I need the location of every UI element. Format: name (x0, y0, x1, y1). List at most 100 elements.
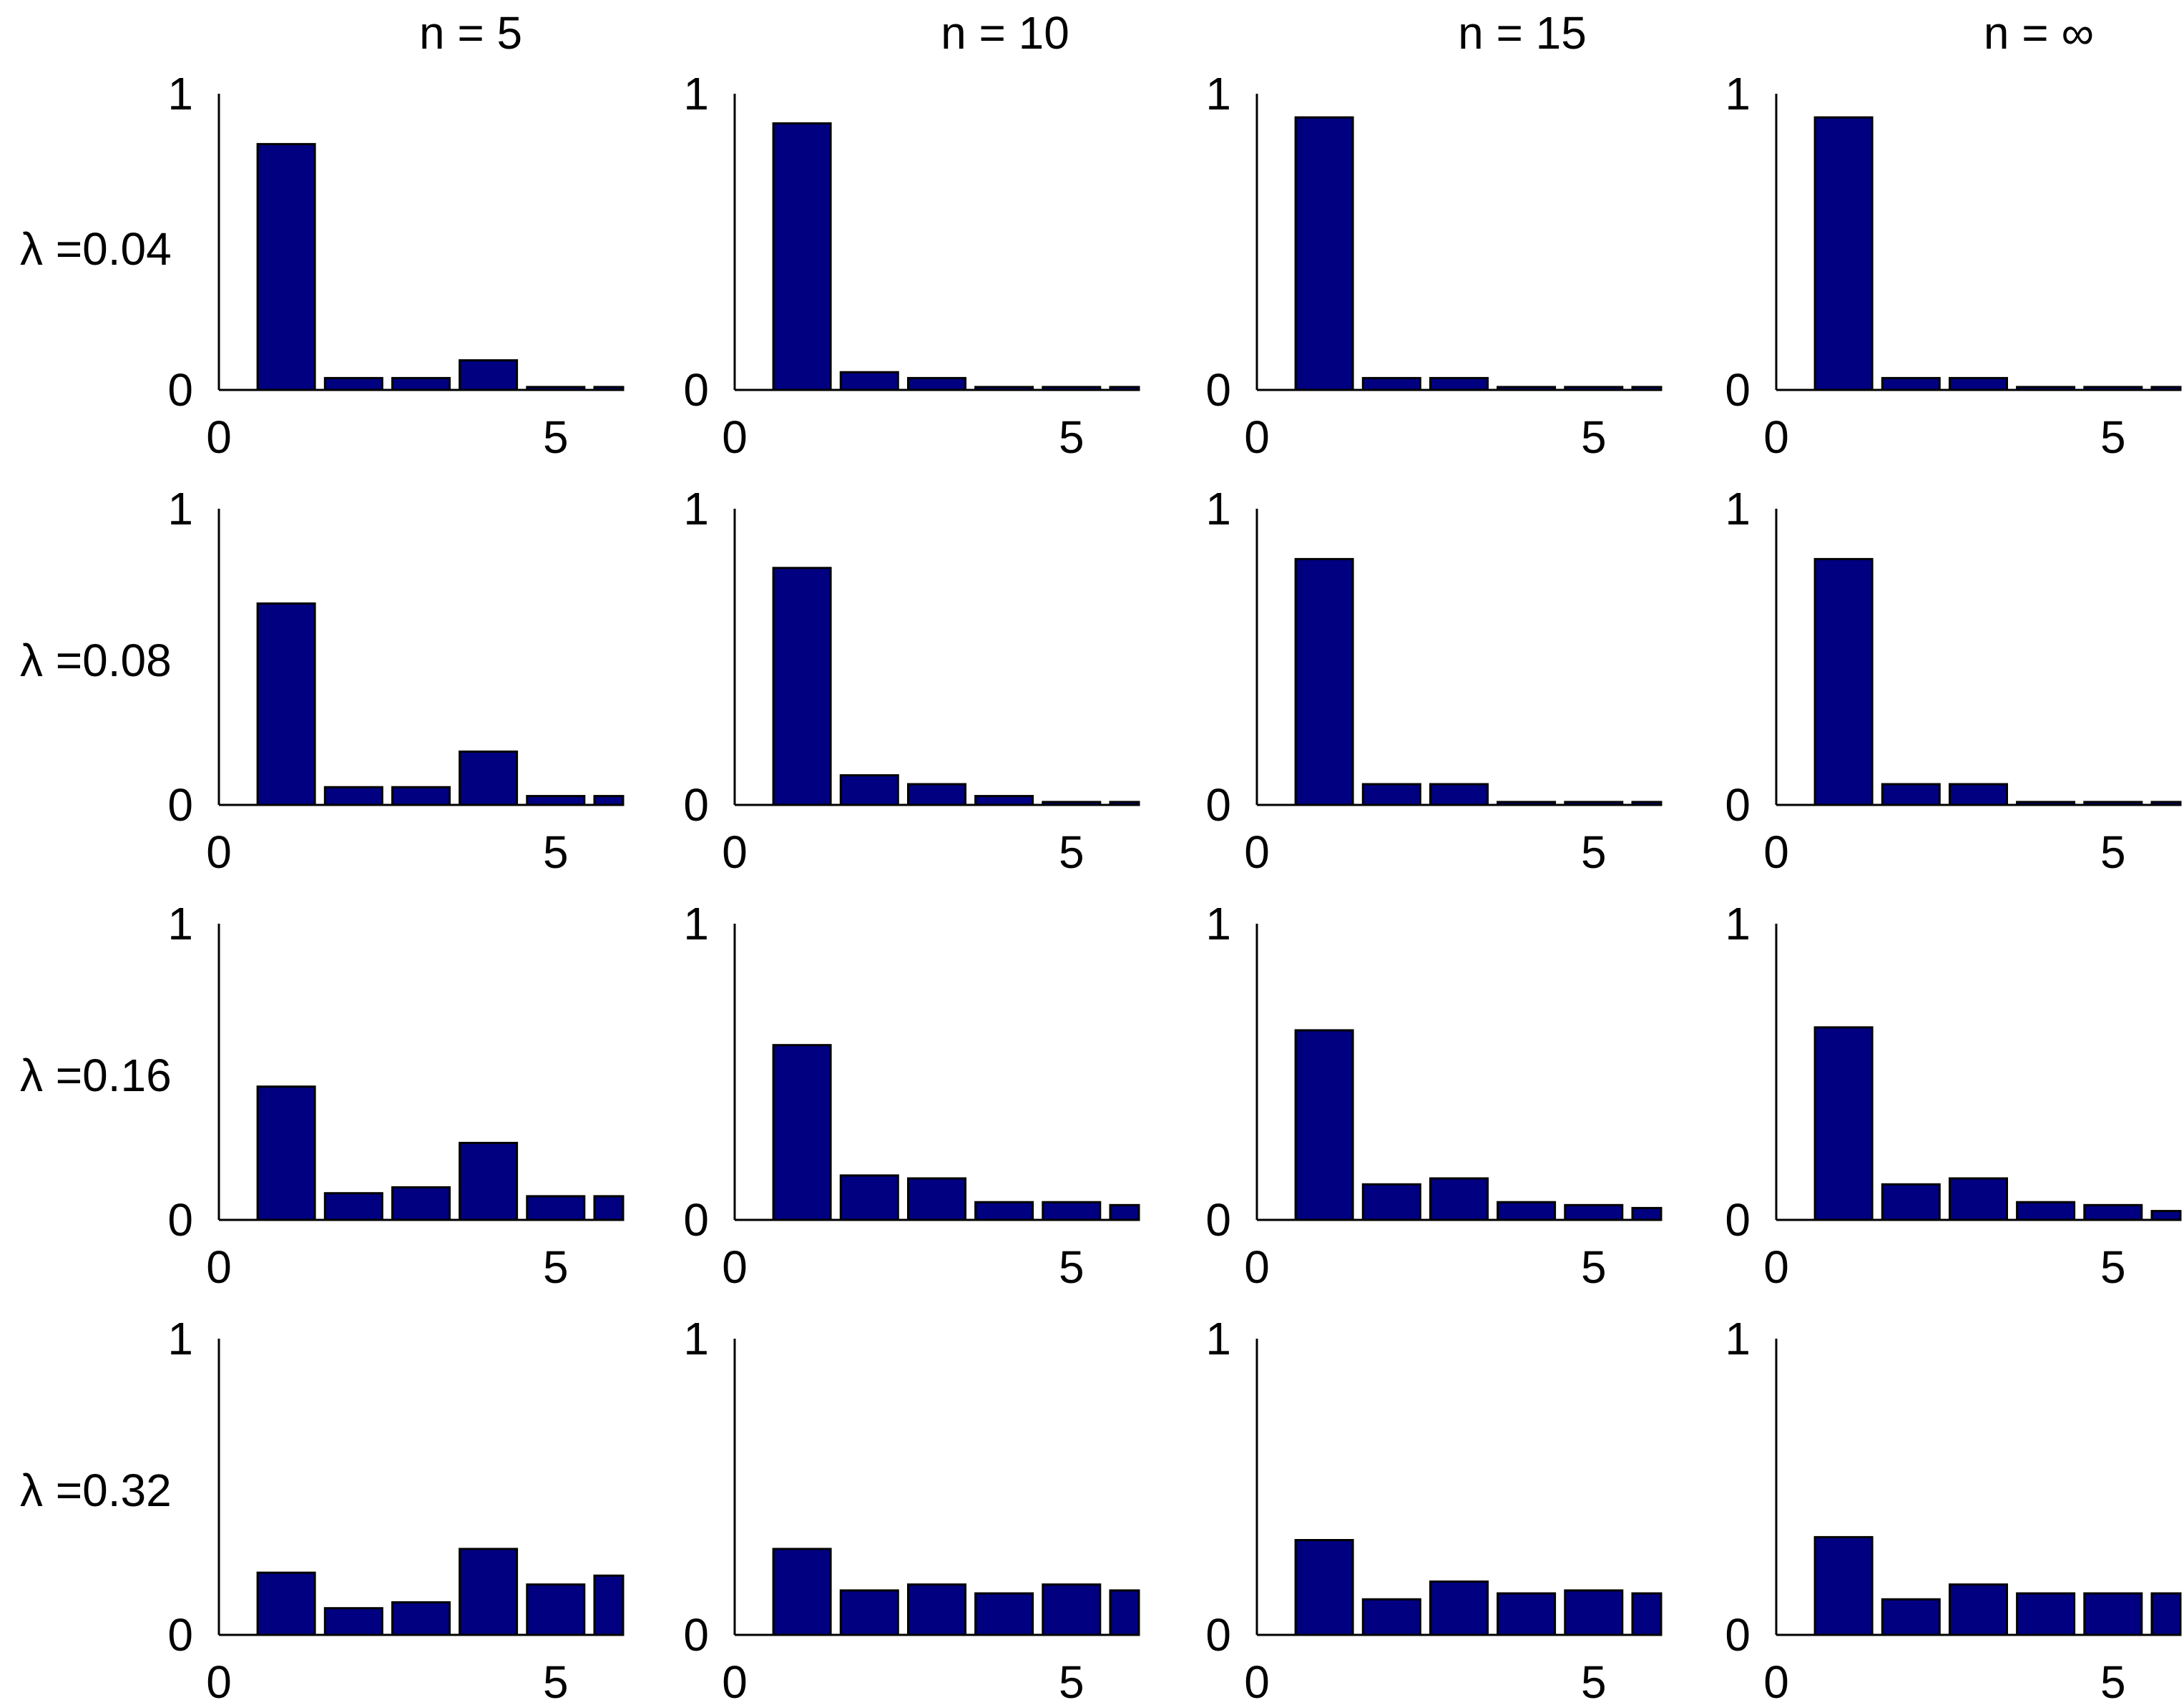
bar (256, 142, 316, 391)
bar (1949, 783, 2008, 806)
chart-panel: 0 1 0 5 (1205, 1313, 1663, 1705)
bar (907, 1583, 966, 1636)
bar (391, 1601, 451, 1636)
row-label-lambda-0-32: λ =0.32 (20, 1465, 172, 1516)
y-tick-label: 1 (167, 898, 193, 949)
bar (1813, 557, 1874, 806)
y-tick-label: 0 (1725, 779, 1750, 831)
y-tick-label: 1 (1725, 483, 1750, 534)
bar (1429, 783, 1489, 806)
y-tick-label: 1 (1205, 898, 1231, 949)
column-title-n15: n = 15 (1458, 7, 1587, 59)
x-tick-label: 0 (1244, 1656, 1270, 1705)
x-tick-label: 5 (2100, 1241, 2126, 1293)
bar (256, 1085, 316, 1221)
y-tick-label: 1 (1725, 1313, 1750, 1364)
bar (1631, 1206, 1663, 1221)
chart-panel: 0 1 0 5 (1725, 898, 2182, 1293)
bar (391, 376, 451, 391)
bar (2150, 1592, 2182, 1636)
bar (1361, 1183, 1421, 1221)
y-tick-label: 0 (167, 1609, 193, 1661)
chart-panel: 0 1 0 5 (1725, 68, 2182, 463)
bar (1564, 1203, 1624, 1221)
y-tick-label: 0 (683, 1194, 709, 1246)
x-tick-label: 0 (1244, 826, 1270, 878)
bar (1294, 557, 1354, 806)
bar (1497, 1201, 1557, 1221)
bar (839, 774, 899, 806)
y-tick-label: 0 (167, 364, 193, 416)
bar (1813, 1535, 1874, 1636)
x-tick-label: 0 (206, 411, 232, 463)
bar (974, 795, 1034, 806)
x-tick-label: 0 (206, 1656, 232, 1705)
chart-panel: 0 1 0 5 (1205, 68, 1663, 463)
x-tick-label: 5 (1059, 1656, 1084, 1705)
row-label-lambda-0-04: λ =0.04 (20, 223, 172, 275)
bar (1361, 376, 1421, 391)
bar (907, 376, 966, 391)
x-tick-label: 5 (2100, 826, 2126, 878)
y-tick-label: 0 (167, 779, 193, 831)
x-tick-label: 0 (1244, 411, 1270, 463)
x-tick-label: 5 (2100, 1656, 2126, 1705)
bar (1881, 1183, 1941, 1221)
x-tick-label: 5 (1059, 411, 1084, 463)
bar (1813, 116, 1874, 391)
bar (1881, 376, 1941, 391)
bar (593, 795, 625, 806)
bar (772, 122, 832, 391)
x-tick-label: 5 (1581, 1656, 1607, 1705)
column-titles: n = 5 n = 10 n = 15 n = ∞ (419, 7, 2094, 59)
bar (526, 795, 586, 806)
bar (1949, 1583, 2008, 1636)
column-title-n10: n = 10 (941, 7, 1069, 59)
y-tick-label: 1 (167, 483, 193, 534)
y-tick-label: 1 (1725, 68, 1750, 119)
bar (1294, 1029, 1354, 1221)
bar (1949, 1177, 2008, 1221)
bar (391, 786, 451, 806)
x-tick-label: 5 (2100, 411, 2126, 463)
row-label-lambda-0-16: λ =0.16 (20, 1050, 172, 1101)
chart-panel: 0 1 0 5 (683, 68, 1140, 463)
chart-panel: 0 1 0 5 (1205, 898, 1663, 1293)
x-tick-label: 0 (1763, 1241, 1789, 1293)
y-tick-label: 0 (683, 779, 709, 831)
bar (839, 1589, 899, 1636)
y-tick-label: 1 (1205, 483, 1231, 534)
bar (1429, 1581, 1489, 1636)
bar (839, 371, 899, 391)
bar (593, 1195, 625, 1221)
y-tick-label: 0 (1205, 364, 1231, 416)
bar (1881, 1598, 1941, 1636)
bar (459, 1141, 519, 1221)
x-tick-label: 5 (543, 1241, 569, 1293)
bar (907, 783, 966, 806)
bar (323, 376, 383, 391)
bar (974, 1201, 1034, 1221)
bar (1497, 1592, 1557, 1636)
x-tick-label: 0 (1763, 1656, 1789, 1705)
bar (391, 1186, 451, 1221)
chart-panel: 0 1 0 5 (1725, 483, 2182, 878)
bar (1361, 783, 1421, 806)
y-tick-label: 0 (1725, 1194, 1750, 1246)
y-tick-label: 0 (683, 364, 709, 416)
x-tick-label: 0 (1244, 1241, 1270, 1293)
chart-panel: 0 1 0 5 (683, 898, 1140, 1293)
x-tick-label: 0 (1763, 826, 1789, 878)
y-tick-label: 1 (683, 483, 709, 534)
column-title-n5: n = 5 (419, 7, 522, 59)
bar (1109, 1589, 1140, 1636)
bar (772, 1548, 832, 1636)
bar (772, 1044, 832, 1221)
bar (459, 1548, 519, 1636)
y-tick-label: 1 (683, 898, 709, 949)
bar (772, 567, 832, 806)
chart-panel: 0 1 0 5 (167, 1313, 625, 1705)
bar (593, 1574, 625, 1636)
y-tick-label: 0 (1725, 364, 1750, 416)
